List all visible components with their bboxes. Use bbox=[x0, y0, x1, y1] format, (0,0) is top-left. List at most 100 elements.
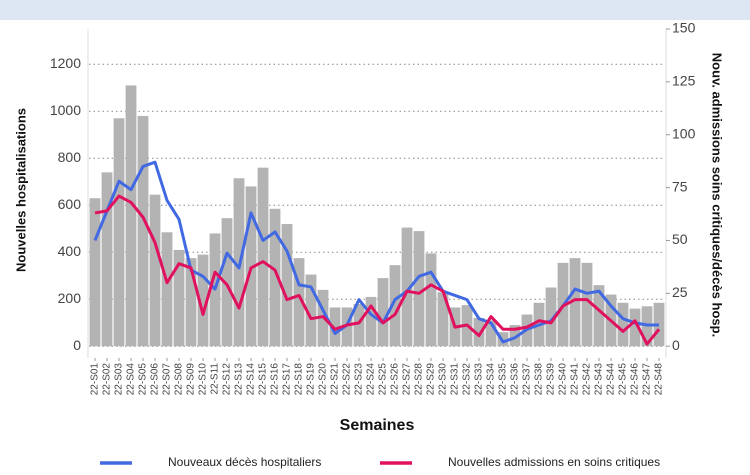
bar bbox=[281, 224, 293, 347]
x-tick-label: 22-S01 bbox=[90, 363, 101, 396]
y2-tick-label: 100 bbox=[672, 125, 696, 141]
bar bbox=[341, 307, 353, 347]
x-tick-label: 22-S11 bbox=[210, 363, 221, 395]
y2-tick-label: 25 bbox=[672, 284, 688, 300]
x-tick-label: 22-S25 bbox=[378, 363, 389, 396]
bar bbox=[485, 320, 497, 347]
bar bbox=[89, 198, 101, 347]
x-tick-label: 22-S23 bbox=[354, 363, 365, 396]
y-tick-label: 600 bbox=[58, 196, 82, 212]
x-tick-label: 22-S15 bbox=[258, 363, 269, 396]
x-tick-label: 22-S26 bbox=[390, 363, 401, 396]
bar bbox=[593, 285, 605, 347]
bar bbox=[509, 325, 521, 347]
bar bbox=[581, 262, 593, 347]
x-tick-label: 22-S43 bbox=[594, 363, 605, 396]
bar bbox=[221, 218, 233, 347]
x-tick-label: 22-S35 bbox=[498, 363, 509, 396]
x-tick-label: 22-S42 bbox=[582, 363, 593, 396]
x-tick-label: 22-S41 bbox=[570, 363, 581, 396]
x-tick-label: 22-S36 bbox=[510, 363, 521, 396]
bar bbox=[269, 208, 281, 347]
x-tick-label: 22-S16 bbox=[270, 363, 281, 396]
bar bbox=[413, 231, 425, 347]
x-tick-label: 22-S30 bbox=[438, 363, 449, 396]
bar bbox=[125, 85, 137, 347]
legend-label: Nouveaux décès hospitaliers bbox=[168, 455, 321, 469]
x-tick-label: 22-S18 bbox=[294, 363, 305, 396]
x-tick-label: 22-S44 bbox=[606, 363, 617, 396]
x-tick-label: 22-S14 bbox=[246, 363, 257, 396]
x-tick-label: 22-S24 bbox=[366, 363, 377, 396]
x-tick-label: 22-S29 bbox=[426, 363, 437, 396]
x-tick-label: 22-S46 bbox=[630, 363, 641, 396]
bar bbox=[617, 302, 629, 347]
bar bbox=[437, 292, 449, 347]
line bbox=[94, 194, 661, 346]
bar bbox=[569, 258, 581, 347]
x-tick-label: 22-S06 bbox=[150, 363, 161, 396]
x-tick-label: 22-S22 bbox=[342, 363, 353, 396]
x-tick-label: 22-S02 bbox=[102, 363, 113, 396]
x-tick-label: 22-S40 bbox=[558, 363, 569, 396]
bar bbox=[425, 253, 437, 347]
x-tick-label: 22-S07 bbox=[162, 363, 173, 396]
x-tick-label: 22-S47 bbox=[642, 363, 653, 396]
x-tick-label: 22-S09 bbox=[186, 363, 197, 396]
bar bbox=[473, 318, 485, 347]
x-tick-label: 22-S37 bbox=[522, 363, 533, 396]
x-tick-label: 22-S45 bbox=[618, 363, 629, 396]
x-tick-label: 22-S32 bbox=[462, 363, 473, 396]
x-tick-label: 22-S27 bbox=[402, 363, 413, 396]
x-tick-label: 22-S13 bbox=[234, 363, 245, 396]
y2-tick-label: 75 bbox=[672, 178, 688, 194]
bar bbox=[257, 167, 269, 347]
y2-tick-label: 150 bbox=[672, 20, 696, 36]
x-tick-label: 22-S39 bbox=[546, 363, 557, 396]
y-tick-label: 1000 bbox=[50, 102, 81, 118]
y-tick-label: 200 bbox=[58, 290, 82, 306]
bar bbox=[329, 307, 341, 347]
bar bbox=[185, 258, 197, 347]
y2-axis-title: Nouv. admissions soins critiques/décès h… bbox=[710, 53, 725, 337]
bar bbox=[377, 278, 389, 347]
bar bbox=[365, 296, 377, 347]
x-tick-label: 22-S19 bbox=[306, 363, 317, 396]
bar bbox=[161, 232, 173, 347]
y2-tick-label: 50 bbox=[672, 231, 688, 247]
y-tick-label: 800 bbox=[58, 149, 82, 165]
bar bbox=[101, 172, 113, 347]
x-tick-label: 22-S17 bbox=[282, 363, 293, 396]
x-tick-label: 22-S48 bbox=[654, 363, 665, 396]
bar bbox=[389, 265, 401, 347]
bar bbox=[197, 254, 209, 347]
x-tick-label: 22-S34 bbox=[486, 363, 497, 396]
x-tick-label: 22-S03 bbox=[114, 363, 125, 396]
y2-tick-label: 125 bbox=[672, 73, 696, 89]
y-tick-label: 1200 bbox=[50, 55, 81, 71]
x-tick-label: 22-S33 bbox=[474, 363, 485, 396]
bar bbox=[137, 115, 149, 347]
y2-tick-label: 0 bbox=[672, 337, 680, 353]
x-tick-label: 22-S20 bbox=[318, 363, 329, 396]
legend-label: Nouvelles admissions en soins critiques bbox=[448, 455, 660, 469]
x-tick-label: 22-S28 bbox=[414, 363, 425, 396]
x-tick-label: 22-S04 bbox=[126, 363, 137, 396]
bar bbox=[305, 274, 317, 347]
bar bbox=[149, 194, 161, 347]
bar bbox=[401, 227, 413, 347]
x-tick-label: 22-S38 bbox=[534, 363, 545, 396]
top-band bbox=[0, 0, 750, 20]
bar bbox=[545, 287, 557, 347]
y-axis-title: Nouvelles hospitalisations bbox=[13, 108, 28, 272]
x-tick-label: 22-S31 bbox=[450, 363, 461, 396]
x-tick-label: 22-S21 bbox=[330, 363, 341, 396]
line bbox=[93, 160, 659, 344]
x-tick-label: 22-S08 bbox=[174, 363, 185, 396]
y-tick-label: 0 bbox=[73, 337, 81, 353]
x-tick-label: 22-S10 bbox=[198, 363, 209, 396]
x-tick-label: 22-S05 bbox=[138, 363, 149, 396]
y-tick-label: 400 bbox=[58, 243, 82, 259]
bar bbox=[353, 303, 365, 347]
